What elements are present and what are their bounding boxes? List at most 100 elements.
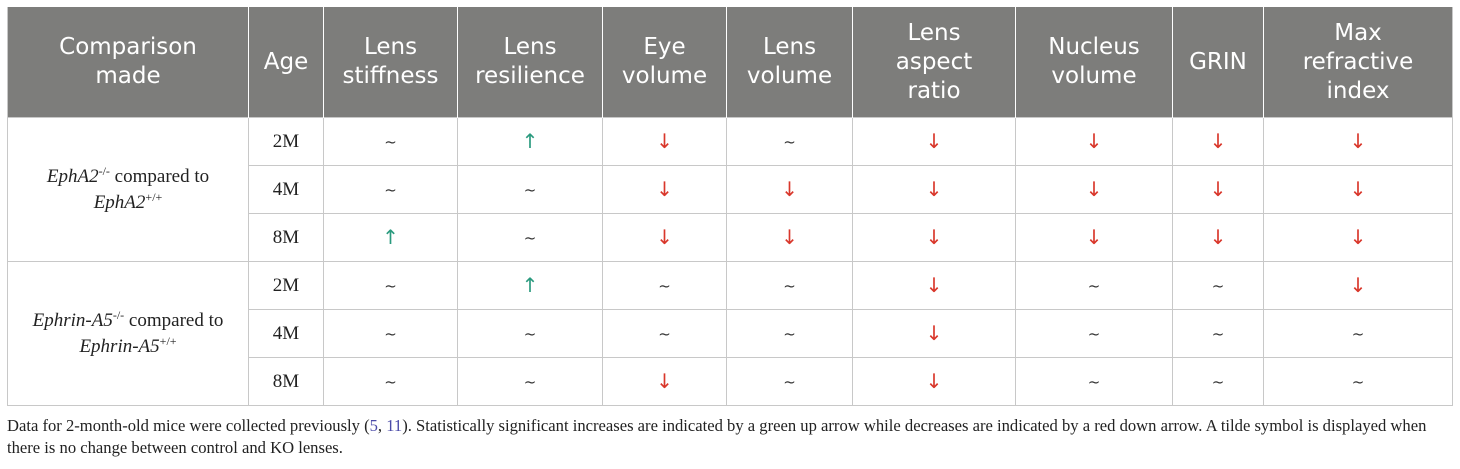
tilde-icon: ~ bbox=[384, 324, 397, 343]
result-cell: ~ bbox=[726, 357, 853, 406]
result-cell: ↓ bbox=[602, 357, 727, 406]
table-footnote: Data for 2-month-old mice were collected… bbox=[7, 415, 1457, 459]
tilde-icon: ~ bbox=[523, 180, 537, 199]
tilde-icon: ~ bbox=[1087, 276, 1101, 295]
down-arrow-icon: ↓ bbox=[925, 369, 943, 393]
column-header-line: volume bbox=[1051, 63, 1137, 89]
age-cell: 8M bbox=[248, 357, 324, 406]
up-arrow-icon: ↑ bbox=[382, 225, 399, 249]
result-cell: ~ bbox=[457, 213, 603, 262]
result-cell: ↓ bbox=[1263, 165, 1453, 214]
down-arrow-icon: ↓ bbox=[1085, 177, 1103, 201]
wildtype-gene: EphA2 bbox=[93, 191, 146, 213]
column-header: Comparison made bbox=[7, 7, 249, 118]
comparison-cell: Ephrin-A5-/- compared to Ephrin-A5+/+ bbox=[7, 261, 249, 406]
knockout-genotype: -/- bbox=[98, 163, 110, 178]
column-header: Lens resilience bbox=[457, 7, 603, 118]
down-arrow-icon: ↓ bbox=[925, 225, 943, 249]
result-cell: ~ bbox=[1015, 357, 1173, 406]
column-header: Max refractive index bbox=[1263, 7, 1453, 118]
down-arrow-icon: ↓ bbox=[781, 225, 798, 249]
column-header-line: aspect bbox=[895, 48, 973, 75]
down-arrow-icon: ↓ bbox=[656, 225, 673, 249]
result-cell: ↓ bbox=[602, 165, 727, 214]
result-cell: ~ bbox=[602, 261, 727, 310]
column-header-line: Lens bbox=[503, 34, 557, 60]
tilde-icon: ~ bbox=[783, 132, 796, 151]
result-cell: ↓ bbox=[852, 261, 1016, 310]
reference-link-1[interactable]: 5 bbox=[369, 416, 378, 435]
result-cell: ↓ bbox=[1015, 213, 1173, 262]
result-cell: ~ bbox=[602, 309, 727, 358]
result-cell: ~ bbox=[1172, 309, 1264, 358]
result-cell: ↑ bbox=[323, 213, 458, 262]
column-header-line: made bbox=[95, 63, 161, 89]
column-header-line: refractive bbox=[1302, 48, 1414, 75]
tilde-icon: ~ bbox=[1351, 372, 1365, 391]
reference-link-2[interactable]: 11 bbox=[386, 416, 403, 435]
result-cell: ~ bbox=[1172, 357, 1264, 406]
result-cell: ↓ bbox=[852, 357, 1016, 406]
column-header-line: volume bbox=[746, 63, 833, 89]
tilde-icon: ~ bbox=[523, 324, 537, 343]
result-cell: ↓ bbox=[602, 117, 727, 166]
result-cell: ↓ bbox=[1172, 165, 1264, 214]
up-arrow-icon: ↑ bbox=[521, 273, 539, 297]
table-row: 4M ~ ~ ↓ ↓ ↓ ↓ ↓ ↓ bbox=[8, 165, 1453, 214]
down-arrow-icon: ↓ bbox=[1349, 129, 1367, 153]
table-row: EphA2-/- compared to EphA2+/+ 2M ~ ↑ ↓ ~ ↓ ↓ ↓ ↓ bbox=[7, 117, 1453, 262]
result-cell: ~ bbox=[323, 357, 458, 406]
table-row: 4M ~ ~ ~ ~ ↓ ~ ~ ~ bbox=[8, 309, 1453, 358]
result-cell: ~ bbox=[726, 117, 853, 166]
tilde-icon: ~ bbox=[384, 372, 397, 391]
result-cell: ~ bbox=[1015, 261, 1173, 310]
tilde-icon: ~ bbox=[523, 372, 537, 391]
tilde-icon: ~ bbox=[384, 132, 397, 151]
tilde-icon: ~ bbox=[384, 180, 397, 199]
table-container: Comparison made Age Lens stiffness Lens resili… bbox=[7, 7, 1453, 406]
down-arrow-icon: ↓ bbox=[1349, 273, 1367, 297]
tilde-icon: ~ bbox=[658, 276, 671, 295]
result-cell: ↓ bbox=[1263, 117, 1453, 166]
age-cell: 2M bbox=[248, 117, 324, 166]
column-header-line: GRIN bbox=[1189, 48, 1247, 75]
result-cell: ~ bbox=[323, 309, 458, 358]
tilde-icon: ~ bbox=[1211, 372, 1225, 391]
result-cell: ~ bbox=[1172, 261, 1264, 310]
column-header-line: Max bbox=[1334, 19, 1382, 46]
footnote-lead: Data for 2-month-old mice were collected… bbox=[7, 416, 370, 435]
tilde-icon: ~ bbox=[1087, 372, 1101, 391]
knockout-gene: EphA2 bbox=[46, 165, 99, 187]
tilde-icon: ~ bbox=[523, 228, 537, 247]
column-header-line: Lens bbox=[907, 19, 961, 46]
tilde-icon: ~ bbox=[1351, 324, 1365, 343]
column-header: GRIN bbox=[1172, 7, 1264, 118]
down-arrow-icon: ↓ bbox=[1085, 129, 1103, 153]
result-cell: ~ bbox=[323, 261, 458, 310]
age-cell: 2M bbox=[248, 261, 324, 310]
tilde-icon: ~ bbox=[384, 276, 397, 295]
result-cell: ~ bbox=[1263, 357, 1453, 406]
column-header: Lens stiffness bbox=[323, 7, 458, 118]
result-cell: ↓ bbox=[1172, 117, 1264, 166]
wildtype-genotype: +/+ bbox=[145, 189, 163, 204]
column-header-line: Eye bbox=[643, 34, 686, 60]
wildtype-gene: Ephrin-A5 bbox=[79, 335, 160, 357]
comparison-text: compared to bbox=[109, 165, 210, 187]
knockout-gene: Ephrin-A5 bbox=[32, 309, 113, 331]
header-row: Comparison made Age Lens stiffness Lens resili… bbox=[7, 7, 1453, 118]
column-header-line: resilience bbox=[475, 63, 585, 89]
result-cell: ~ bbox=[323, 117, 458, 166]
result-cell: ~ bbox=[457, 165, 603, 214]
result-cell: ~ bbox=[726, 309, 853, 358]
down-arrow-icon: ↓ bbox=[1209, 225, 1227, 249]
result-cell: ~ bbox=[323, 165, 458, 214]
result-cell: ~ bbox=[457, 357, 603, 406]
result-cell: ↓ bbox=[726, 213, 853, 262]
age-cell: 4M bbox=[248, 165, 324, 214]
comparison-text: compared to bbox=[124, 309, 224, 331]
column-header-line: Comparison bbox=[59, 34, 197, 60]
column-header: Lens aspect ratio bbox=[852, 7, 1016, 118]
result-cell: ↓ bbox=[726, 165, 853, 214]
age-cell: 4M bbox=[248, 309, 324, 358]
